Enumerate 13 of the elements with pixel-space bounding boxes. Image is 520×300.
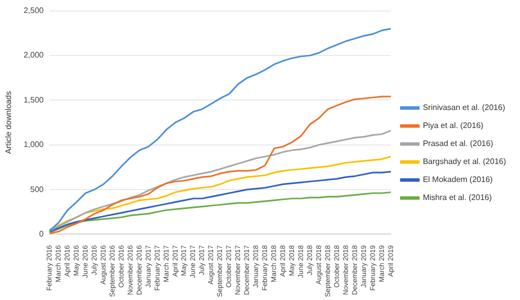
y-tick-label: 1,000: [24, 140, 44, 150]
legend-label: Bargshady et al. (2016): [422, 157, 506, 166]
legend-label: Prasad et al. (2016): [422, 139, 494, 148]
legend-label: Piya et al. (2016): [422, 121, 484, 130]
legend-label: El Mokadem (2016): [422, 175, 493, 184]
y-tick-label: 500: [30, 184, 44, 194]
y-tick-label: 0: [39, 229, 44, 238]
legend-label: Mishra et al. (2016): [422, 193, 492, 202]
y-axis-title: Article downloads: [4, 91, 14, 154]
y-tick-label: 2,000: [24, 50, 44, 60]
legend-label: Srinivasan et al. (2016): [422, 103, 506, 112]
y-tick-label: 2,500: [24, 6, 44, 16]
y-tick-label: 1,500: [24, 95, 44, 104]
